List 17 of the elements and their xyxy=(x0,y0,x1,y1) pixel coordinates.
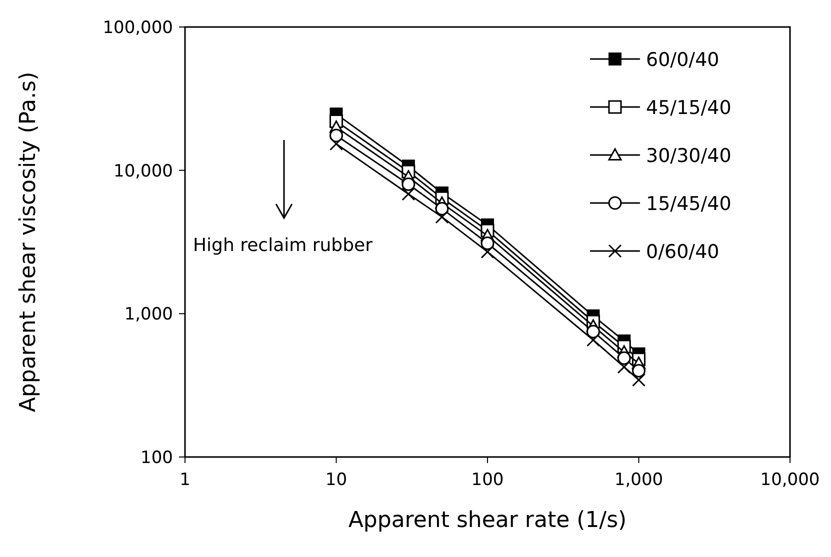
legend-label: 0/60/40 xyxy=(646,241,720,263)
legend-label: 30/30/40 xyxy=(646,145,732,167)
x-axis-title: Apparent shear rate (1/s) xyxy=(348,508,627,533)
annotation: High reclaim rubber xyxy=(193,235,374,256)
y-tick-label: 100 xyxy=(140,448,173,468)
legend-label: 15/45/40 xyxy=(646,193,732,215)
x-tick-label: 100 xyxy=(471,470,504,490)
x-tick-label: 10 xyxy=(325,470,348,490)
legend-label: 45/15/40 xyxy=(646,97,732,119)
x-tick-label: 1,000 xyxy=(614,470,664,490)
x-tick-label: 10,000 xyxy=(760,470,820,490)
legend-label: 60/0/40 xyxy=(646,49,720,71)
x-tick-label: 1 xyxy=(180,470,190,490)
y-axis-title: Apparent shear viscosity (Pa.s) xyxy=(16,72,41,412)
y-tick-label: 1,000 xyxy=(124,304,173,325)
y-tick-label: 10,000 xyxy=(114,161,173,182)
y-tick-label: 100,000 xyxy=(102,18,173,38)
